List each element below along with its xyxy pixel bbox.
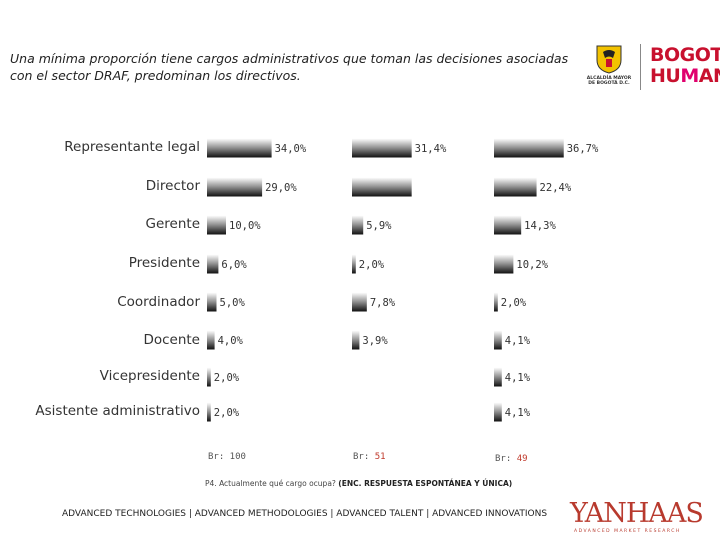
data-label: 34,0% — [275, 143, 307, 155]
slide-title: Una mínima proporción tiene cargos admin… — [10, 50, 570, 84]
data-label: 2,0% — [359, 259, 385, 271]
category-label: Coordinador — [117, 294, 200, 310]
bar — [352, 177, 412, 197]
data-label: 5,0% — [220, 297, 246, 309]
bar — [207, 215, 226, 235]
bogota-wordmark: BOGOTÁ — [650, 44, 720, 66]
data-label: 4,0% — [218, 335, 244, 347]
data-label: 4,1% — [505, 372, 531, 384]
bar — [494, 402, 502, 422]
bar — [207, 254, 219, 274]
data-label: 4,1% — [505, 335, 531, 347]
base-label: Br: 100 — [208, 452, 246, 462]
data-label: 7,8% — [370, 297, 396, 309]
data-label: 2,0% — [501, 297, 527, 309]
category-label: Representante legal — [64, 139, 200, 155]
coat-of-arms-icon — [596, 45, 622, 74]
slide-title-line-1: Una mínima proporción tiene cargos admin… — [10, 51, 569, 66]
data-label: 2,0% — [214, 407, 240, 419]
data-label: 36,7% — [567, 143, 599, 155]
bar — [352, 292, 367, 312]
category-label: Vicepresidente — [99, 368, 200, 384]
yanhaas-logo: YANHAAS ADVANCED MARKET RESEARCH — [570, 498, 704, 538]
bar — [352, 138, 412, 158]
data-label: 10,0% — [229, 220, 261, 232]
footer-tagline: ADVANCED TECHNOLOGIES | ADVANCED METHODO… — [62, 509, 548, 519]
base-label: Br: 49 — [495, 454, 528, 464]
question-instruction: (ENC. RESPUESTA ESPONTÁNEA Y ÚNICA) — [338, 479, 513, 488]
bar — [207, 292, 217, 312]
bar — [207, 367, 211, 387]
question-text: P4. Actualmente qué cargo ocupa? — [205, 479, 339, 488]
survey-question: P4. Actualmente qué cargo ocupa? (ENC. R… — [205, 479, 512, 488]
category-label: Presidente — [128, 255, 200, 271]
bar — [494, 177, 537, 197]
category-label: Asistente administrativo — [35, 403, 200, 419]
bar-chart: 34,0% 29,0% 10,0% 6,0% 5,0% 4,0% 2,0% 2,0% Br: 1… — [207, 138, 599, 464]
bar — [494, 138, 564, 158]
data-label: 3,9% — [362, 335, 388, 347]
data-label: 2,0% — [214, 372, 240, 384]
category-label: Docente — [143, 332, 200, 348]
logo-divider — [640, 44, 641, 90]
data-label: 29,0% — [265, 182, 297, 194]
bar — [207, 402, 211, 422]
alcaldia-logo: ALCALDÍA MAYOR DE BOGOTÁ D.C. — [583, 44, 635, 90]
bar — [494, 215, 522, 235]
bar — [494, 367, 502, 387]
yanhaas-tagline: ADVANCED MARKET RESEARCH — [574, 529, 681, 534]
bar — [494, 292, 498, 312]
slide-title-line-2: con el sector DRAF, predominan los direc… — [10, 68, 301, 83]
data-label: 4,1% — [505, 407, 531, 419]
bar — [207, 177, 263, 197]
data-label: 31,4% — [415, 143, 447, 155]
category-label: Gerente — [145, 216, 200, 232]
data-label: 6,0% — [221, 259, 247, 271]
data-label: 22,4% — [540, 182, 572, 194]
base-label: Br: 51 — [353, 452, 386, 462]
data-label: 5,9% — [366, 220, 392, 232]
bar — [207, 138, 272, 158]
bar — [352, 215, 364, 235]
yanhaas-wordmark: YANHAAS — [570, 498, 704, 529]
bar — [494, 330, 502, 350]
bar — [352, 330, 360, 350]
alcaldia-caption: ALCALDÍA MAYOR DE BOGOTÁ D.C. — [586, 76, 632, 86]
bar — [494, 254, 514, 274]
bar — [352, 254, 356, 274]
data-label: 10,2% — [516, 259, 548, 271]
category-label: Director — [145, 178, 200, 194]
humana-wordmark: HUMANA — [650, 65, 720, 87]
data-label: 14,3% — [524, 220, 556, 232]
bogota-humana-logo: BOGOTÁ HUMANA — [650, 44, 720, 90]
bar — [207, 330, 215, 350]
